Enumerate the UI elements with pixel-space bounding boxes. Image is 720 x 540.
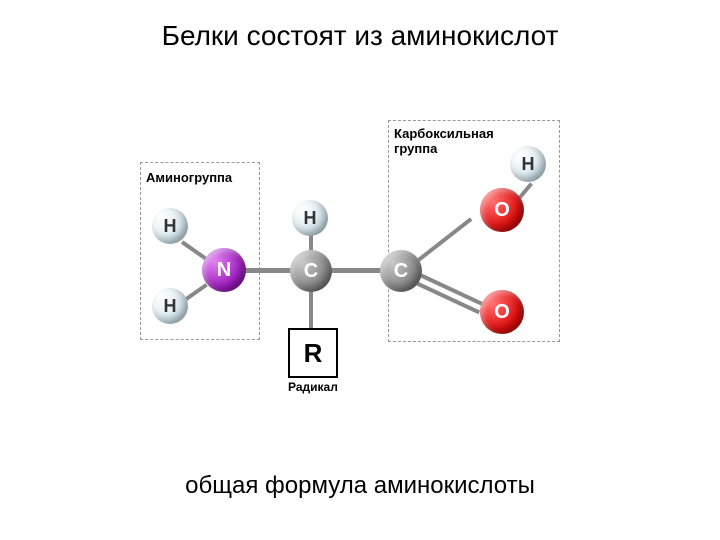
atom-c1: C xyxy=(290,250,332,292)
atom-n: N xyxy=(202,248,246,292)
carboxyl-group-label: Карбоксильная группа xyxy=(394,126,504,156)
radical-label: Радикал xyxy=(288,380,338,394)
atom-o1: O xyxy=(480,188,524,232)
bond-c1-c2 xyxy=(326,268,386,273)
atom-c2: C xyxy=(380,250,422,292)
caption: общая формула аминокислоты xyxy=(0,472,720,500)
radical-box: R xyxy=(288,328,338,378)
atom-h1: H xyxy=(152,208,188,244)
atom-h3: H xyxy=(292,200,328,236)
bond-n-c1 xyxy=(240,268,296,273)
atom-h4: H xyxy=(510,146,546,182)
amino-group-label: Аминогруппа xyxy=(146,170,232,185)
page-title: Белки состоят из аминокислот xyxy=(0,0,720,52)
atom-o2: O xyxy=(480,290,524,334)
atom-h2: H xyxy=(152,288,188,324)
molecule-diagram: Аминогруппа Карбоксильная группа H H N H… xyxy=(140,100,580,440)
bond-c1-r xyxy=(309,286,313,332)
